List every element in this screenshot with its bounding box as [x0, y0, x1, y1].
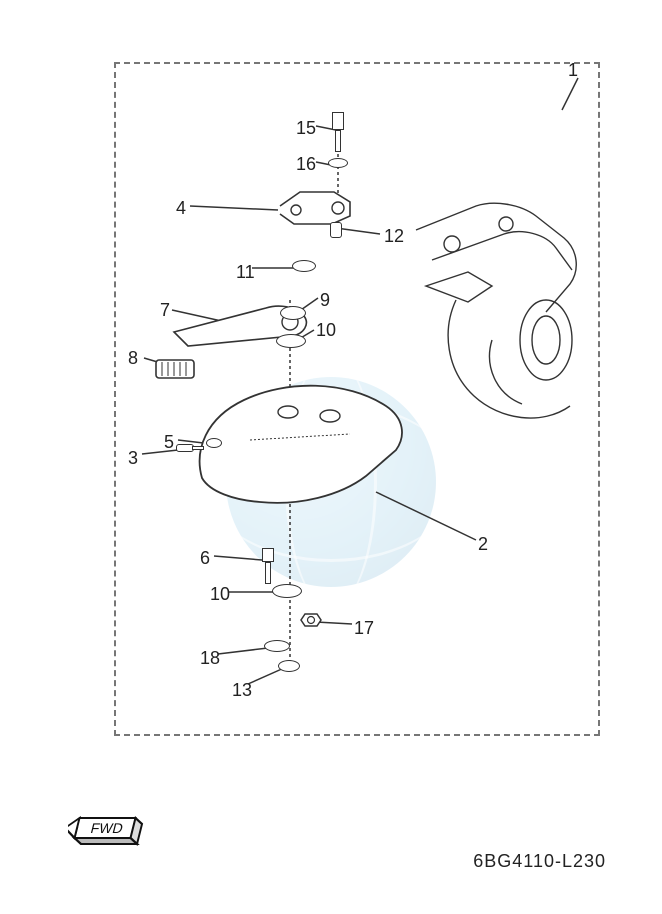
callout-1: 1 [568, 60, 578, 81]
part-bracket-4 [272, 186, 358, 230]
callout-9: 9 [320, 290, 330, 311]
callout-3: 3 [128, 448, 138, 469]
part-bracket-2 [190, 360, 410, 540]
part-bolt-head [332, 112, 344, 130]
callout-16: 16 [296, 154, 316, 175]
part-code: 6BG4110-L230 [473, 851, 606, 872]
part-washer-9 [280, 306, 306, 320]
callout-13: 13 [232, 680, 252, 701]
part-bolt-shaft [335, 130, 341, 152]
callout-7: 7 [160, 300, 170, 321]
diagram-area: CEM MOTORPARTS [0, 0, 662, 914]
part-washer-5 [206, 438, 222, 448]
fwd-label: FWD [89, 821, 125, 837]
callout-6: 6 [200, 548, 210, 569]
callout-2: 2 [478, 534, 488, 555]
callout-15: 15 [296, 118, 316, 139]
callout-12: 12 [384, 226, 404, 247]
part-screw-3-shaft [192, 446, 204, 450]
fwd-arrow-icon: FWD [68, 808, 152, 857]
callout-10: 10 [316, 320, 336, 341]
part-washer-10b [272, 584, 302, 598]
callout-8: 8 [128, 348, 138, 369]
callout-18: 18 [200, 648, 220, 669]
part-steering-mount [396, 190, 596, 490]
part-spacer-12 [330, 222, 342, 238]
part-washer-18 [264, 640, 290, 652]
part-bolt-6-shaft [265, 562, 271, 584]
callout-10: 10 [210, 584, 230, 605]
part-nut-17 [300, 612, 322, 628]
callout-11: 11 [236, 262, 255, 283]
callout-4: 4 [176, 198, 186, 219]
part-washer-16 [328, 158, 348, 168]
part-washer-11 [292, 260, 316, 272]
callout-17: 17 [354, 618, 374, 639]
part-washer-10a [276, 334, 306, 348]
callout-5: 5 [164, 432, 174, 453]
part-washer-13 [278, 660, 300, 672]
part-bolt-6-head [262, 548, 274, 562]
